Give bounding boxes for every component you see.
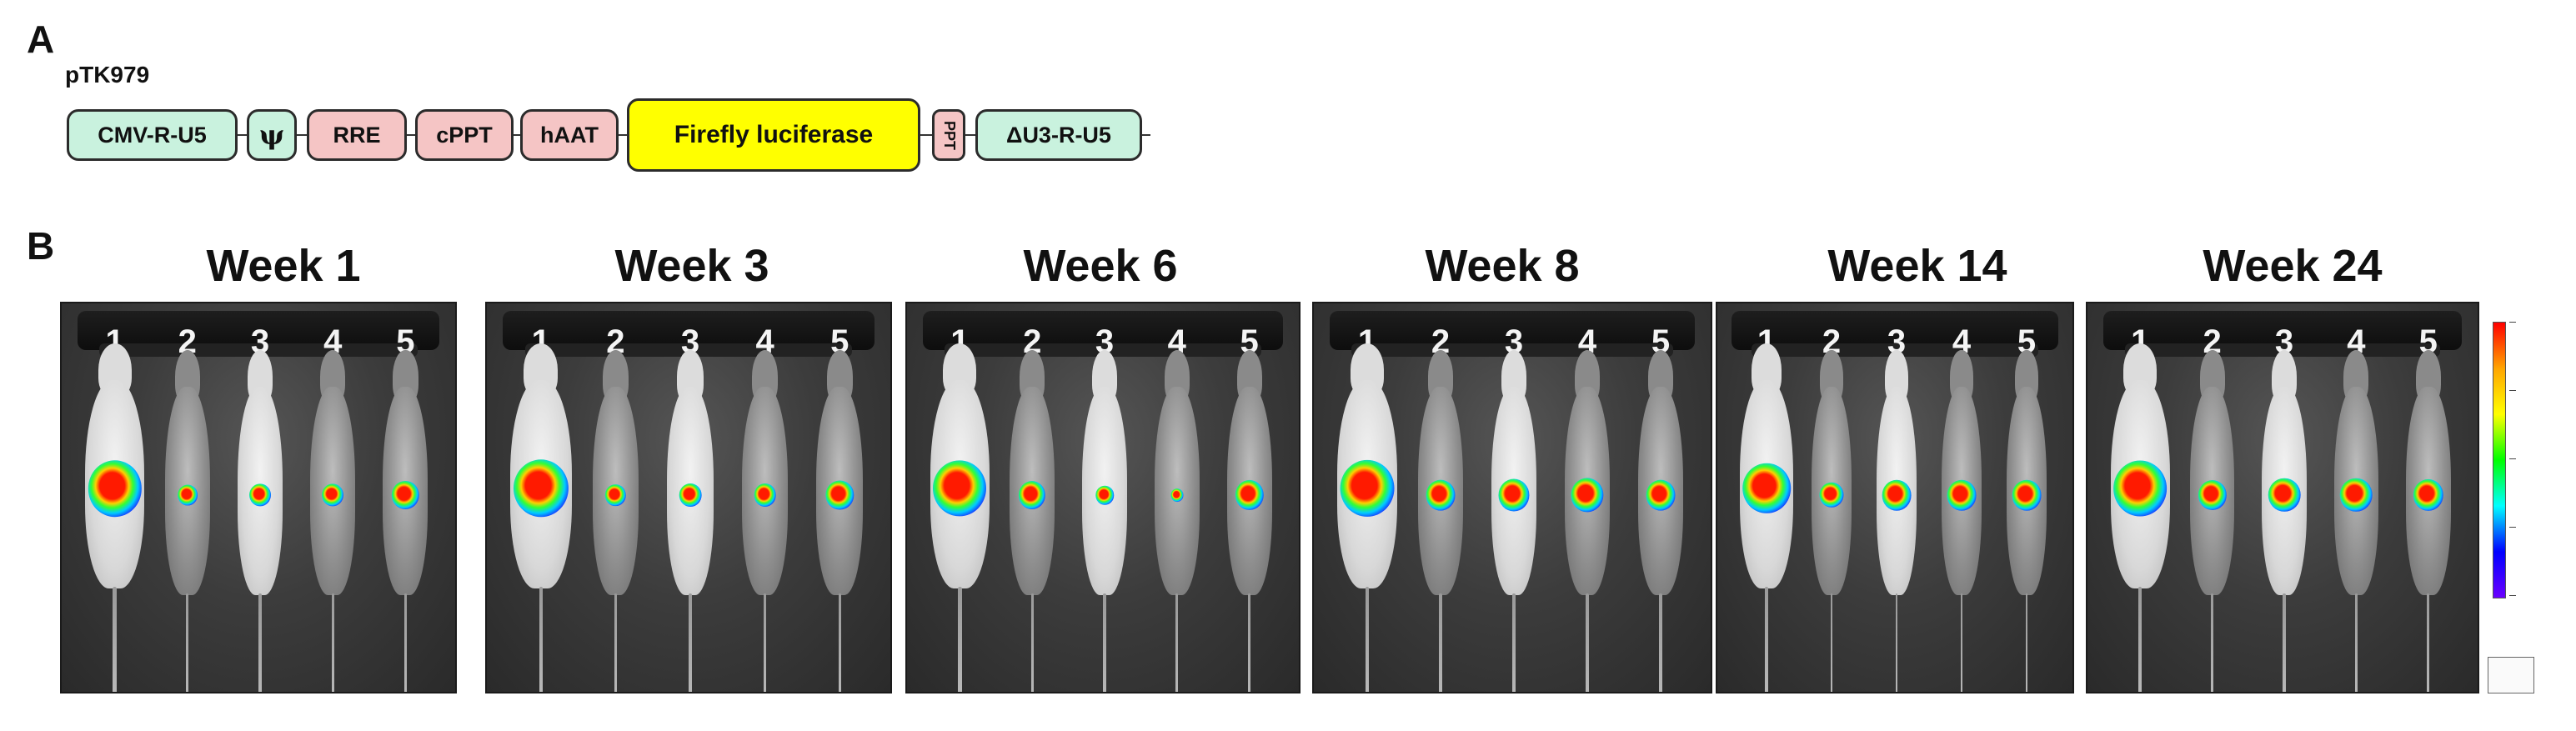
luciferase-signal [1095, 485, 1114, 505]
panel-b-label: B [27, 224, 55, 268]
element-ppt: PPT [932, 109, 965, 161]
week-title: Week 24 [2203, 241, 2383, 291]
element-haat: hAAT [520, 109, 619, 161]
luciferase-signal [2198, 480, 2227, 510]
luciferase-signal [88, 460, 142, 517]
element-firefly-luciferase: Firefly luciferase [627, 98, 920, 172]
luciferase-signal [2012, 479, 2042, 511]
luciferase-signal [1947, 479, 1977, 511]
luciferase-signal [2340, 478, 2373, 513]
mouse-holder [2102, 311, 2463, 357]
luciferase-signal [392, 480, 419, 510]
luciferase-signal [2268, 478, 2301, 513]
luciferase-signal [322, 483, 344, 507]
luciferase-signal [1498, 478, 1530, 512]
luciferase-signal [1340, 459, 1395, 518]
colorbar-tick [2509, 458, 2516, 459]
luciferase-signal [1646, 479, 1676, 511]
plasmid-name: pTK979 [65, 62, 150, 88]
colorbar-tick [2509, 527, 2516, 528]
mouse-holder [1732, 311, 2058, 357]
luciferase-signal [249, 483, 271, 507]
element-ppt-label: PPT [940, 120, 958, 150]
colorbar-scale-box [2488, 657, 2534, 693]
luciferase-signal [605, 484, 626, 506]
luciferase-signal [679, 483, 702, 507]
colorbar-tick [2509, 322, 2516, 323]
element-rre: RRE [307, 109, 407, 161]
luciferase-signal [933, 460, 987, 517]
week-title: Week 6 [1023, 241, 1178, 291]
element-cppt: cPPT [415, 109, 514, 161]
luciferase-signal [1170, 488, 1184, 502]
mouse-holder [922, 311, 1284, 357]
luciferase-signal [177, 484, 198, 506]
element-du3-r-u5: ΔU3-R-U5 [975, 109, 1142, 161]
luciferase-signal [2113, 460, 2168, 517]
mouse-holder [77, 311, 440, 357]
week-title: Week 3 [614, 241, 769, 291]
luciferase-signal [1571, 478, 1604, 513]
luciferase-signal [513, 459, 569, 518]
week-title: Week 14 [1827, 241, 2007, 291]
luciferase-signal [1742, 463, 1791, 514]
luciferase-signal [1019, 481, 1046, 509]
week-title: Week 1 [206, 241, 361, 291]
colorbar-gradient [2493, 322, 2506, 598]
luciferase-signal [754, 483, 776, 507]
luminescence-colorbar [2484, 308, 2551, 700]
luciferase-signal [1882, 479, 1912, 511]
element-cmv-r-u5: CMV-R-U5 [67, 109, 238, 161]
panel-a-label: A [27, 18, 55, 61]
luciferase-signal [1426, 479, 1456, 511]
week-title: Week 8 [1425, 241, 1580, 291]
luciferase-signal [1235, 479, 1264, 511]
luciferase-signal [1819, 482, 1844, 508]
luciferase-signal [2413, 478, 2444, 512]
colorbar-tick [2509, 390, 2516, 391]
colorbar-tick [2509, 595, 2516, 596]
luciferase-signal [825, 480, 854, 510]
element-psi: ψ [247, 109, 297, 161]
